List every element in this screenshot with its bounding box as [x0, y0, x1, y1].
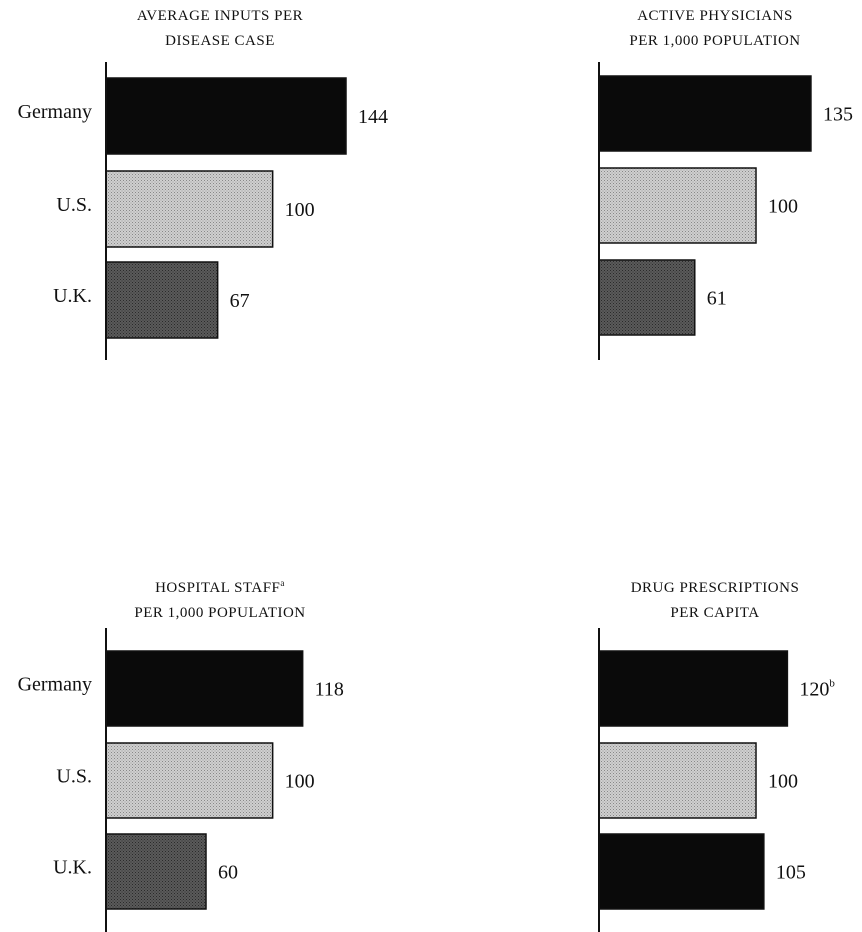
- bar-germany: [598, 650, 789, 727]
- category-label: U.K.: [53, 285, 92, 307]
- value-label: 105: [776, 862, 806, 884]
- chart-title-1-line-1: AVERAGE INPUTS PER: [136, 8, 304, 24]
- value-label: 100: [285, 199, 315, 221]
- bar-uk: [598, 833, 765, 910]
- chart-svg-4: 120b 100 105: [598, 628, 835, 932]
- bar-uk: [105, 261, 219, 339]
- bar-germany: [105, 650, 304, 727]
- chart-title-2-line-2-text: PER 1,000 POPULATION: [629, 33, 801, 49]
- bar-us: [105, 170, 274, 248]
- chart-title-1: AVERAGE INPUTS PER DISEASE CASE: [75, 4, 365, 54]
- bar-us: [105, 742, 274, 819]
- chart-title-4-line-1: DRUG PRESCRIPTIONS: [630, 580, 800, 596]
- chart-title-2: ACTIVE PHYSICIANS PER 1,000 POPULATION: [580, 4, 850, 54]
- value-label: 135: [823, 104, 853, 126]
- category-label: U.S.: [56, 194, 92, 216]
- chart-panel-4: DRUG PRESCRIPTIONS PER CAPITA 120b 100 105: [430, 572, 862, 932]
- chart-title-1-line-2: DISEASE CASE: [75, 29, 365, 54]
- chart-svg-1: 144 Germany 100 U.S. 67 U.K.: [18, 62, 388, 360]
- chart-title-4-line-2-text: PER CAPITA: [670, 605, 760, 621]
- bar-us: [598, 742, 757, 819]
- value-label: 118: [315, 679, 344, 701]
- chart-title-3: HOSPITAL STAFFa PER 1,000 POPULATION: [75, 576, 365, 626]
- value-label: 60: [218, 862, 238, 884]
- chart-title-3-line-2: PER 1,000 POPULATION: [134, 605, 306, 621]
- chart-title-4-line-2: PER CAPITA: [580, 601, 850, 626]
- value-label: 100: [768, 196, 798, 218]
- bar-uk: [105, 833, 207, 910]
- category-label: Germany: [18, 674, 92, 696]
- chart-title-3-line-1: HOSPITAL STAFFa: [75, 576, 365, 601]
- chart-panel-1: AVERAGE INPUTS PER DISEASE CASE 144 Germa…: [0, 0, 430, 466]
- bar-germany: [598, 75, 812, 152]
- chart-panel-3: HOSPITAL STAFFa PER 1,000 POPULATION 118…: [0, 572, 430, 932]
- chart-panel-2: ACTIVE PHYSICIANS PER 1,000 POPULATION 1…: [430, 0, 862, 466]
- category-label: U.K.: [53, 857, 92, 879]
- chart-title-3-sup: a: [280, 578, 285, 588]
- value-label: 61: [707, 288, 727, 310]
- chart-title-4: DRUG PRESCRIPTIONS PER CAPITA: [580, 576, 850, 626]
- value-label-sup: b: [829, 678, 835, 690]
- chart-svg-2: 135 100 61: [598, 62, 853, 360]
- bar-germany: [105, 77, 347, 155]
- chart-svg-3: 118 Germany 100 U.S. 60 U.K.: [18, 628, 344, 932]
- chart-title-1-line-2-text: DISEASE CASE: [165, 33, 275, 49]
- chart-title-2-line-2: PER 1,000 POPULATION: [580, 29, 850, 54]
- bar-uk: [598, 259, 696, 336]
- value-label: 120b: [799, 678, 835, 701]
- bar-us: [598, 167, 757, 244]
- category-label: Germany: [18, 101, 92, 123]
- category-label: U.S.: [56, 766, 92, 788]
- value-label: 100: [768, 771, 798, 793]
- value-label: 67: [230, 290, 250, 312]
- chart-title-2-line-1: ACTIVE PHYSICIANS: [637, 8, 793, 24]
- value-label: 144: [358, 106, 388, 128]
- chart-title-3-line-1-text: HOSPITAL STAFF: [155, 580, 281, 596]
- value-label: 100: [285, 771, 315, 793]
